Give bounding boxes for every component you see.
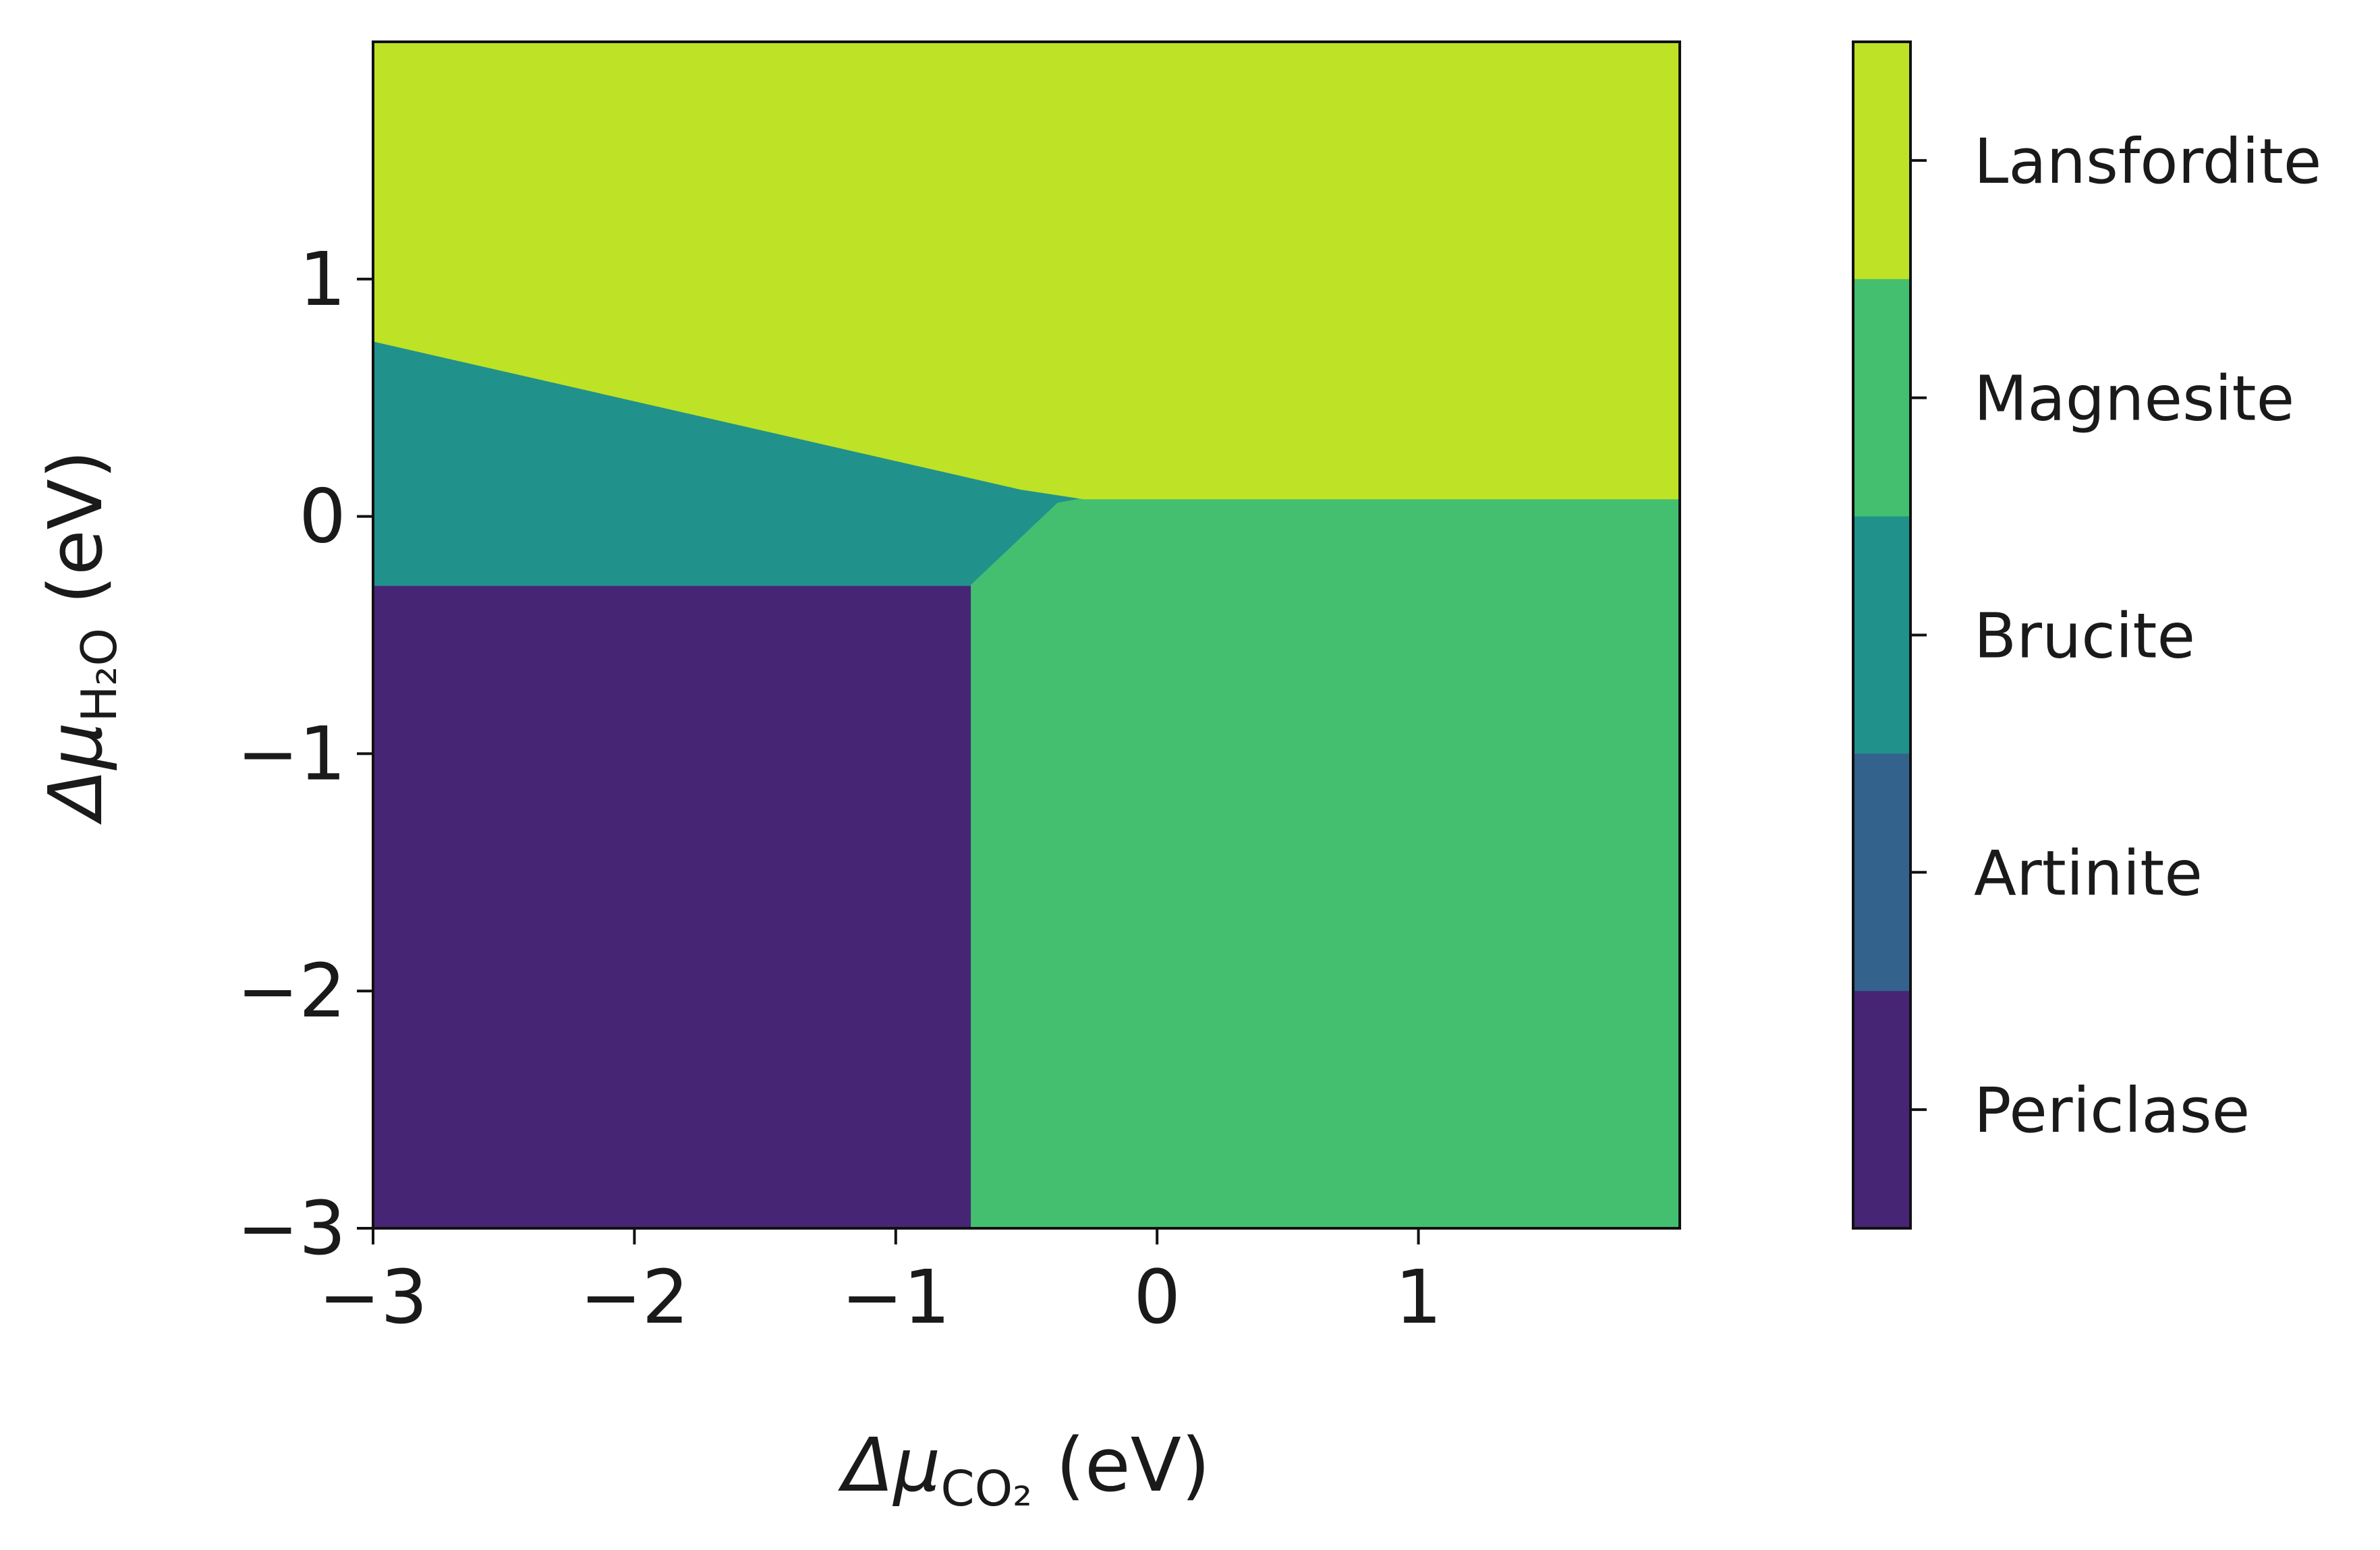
x-tick-label: −3: [318, 1254, 428, 1340]
y-tick-label: 1: [299, 236, 346, 322]
x-tick-label: −1: [841, 1254, 951, 1340]
legend-label-artinite: Artinite: [1974, 837, 2203, 909]
axis-label-symbol: Δμ: [838, 1422, 940, 1508]
colorbar-swatch-artinite: [1853, 753, 1910, 992]
y-tick-label: −1: [237, 710, 346, 797]
legend-label-magnesite: Magnesite: [1974, 363, 2294, 435]
phase-region-periclase: [372, 584, 973, 1229]
axis-label-subscript: CO₂: [940, 1460, 1032, 1517]
colorbar-swatch-periclase: [1853, 991, 1910, 1229]
y-tick-label: −2: [237, 948, 346, 1034]
colorbar-swatch-magnesite: [1853, 279, 1910, 517]
legend-label-brucite: Brucite: [1974, 600, 2195, 672]
x-axis: −3 −2 −1 0 1: [318, 1228, 1442, 1340]
colorbar-swatch-lansfordite: [1853, 42, 1910, 280]
axis-label-unit: (eV): [1032, 1422, 1210, 1508]
axis-label-symbol: Δμ: [32, 722, 119, 825]
colorbar-legend: Lansfordite Magnesite Brucite Artinite Peric…: [1852, 40, 2321, 1230]
x-axis-label: ΔμCO₂ (eV): [838, 1422, 1210, 1517]
x-tick-label: 1: [1395, 1254, 1442, 1340]
legend-label-lansfordite: Lansfordite: [1974, 125, 2321, 198]
phase-region-magnesite: [971, 498, 1680, 1229]
y-tick-label: 0: [299, 473, 346, 560]
legend-label-periclase: Periclase: [1974, 1074, 2250, 1147]
y-axis: −3 −2 −1 0 1: [237, 236, 373, 1271]
axis-label-unit: (eV): [32, 450, 119, 628]
plot-frame: [372, 40, 1681, 1230]
x-tick-label: −2: [579, 1254, 689, 1340]
colorbar-swatch-brucite: [1853, 516, 1910, 755]
axis-label-subscript: H₂O: [71, 628, 128, 722]
colorbar-frame: [1852, 40, 1912, 1230]
y-tick-label: −3: [237, 1185, 346, 1271]
x-tick-label: 0: [1133, 1254, 1181, 1340]
y-axis-label: ΔμH₂O (eV): [32, 450, 128, 825]
plot-area: [372, 40, 1681, 1230]
